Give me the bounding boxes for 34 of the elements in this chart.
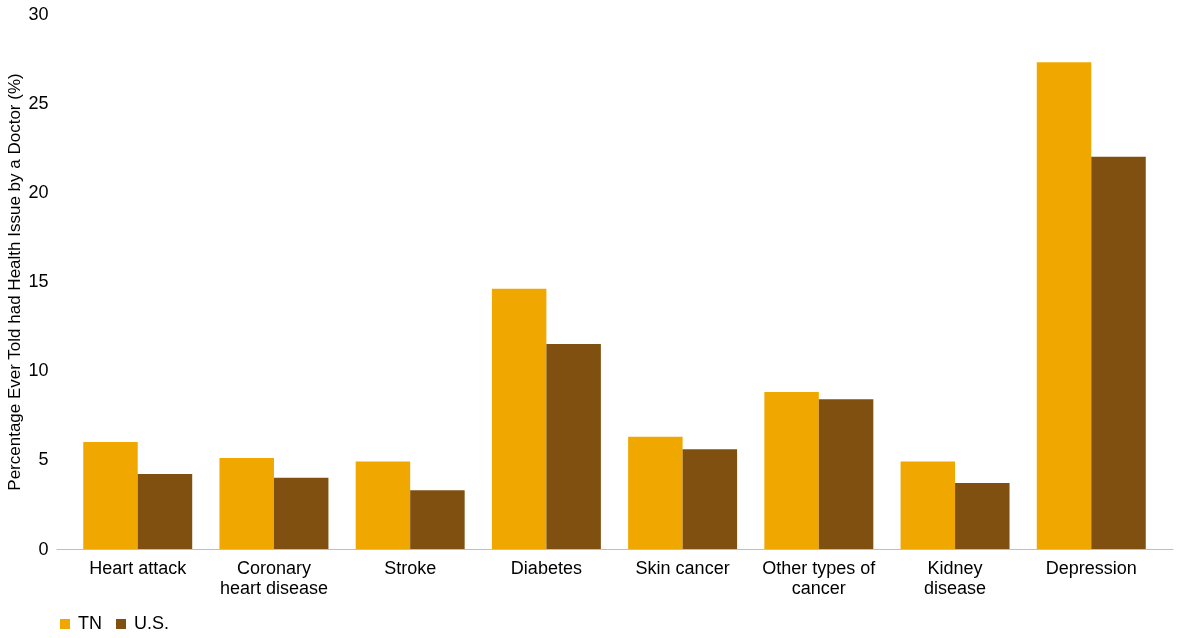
y-tick-label: 15 xyxy=(28,271,49,291)
bar xyxy=(955,483,1010,549)
y-tick-label: 25 xyxy=(28,92,49,113)
bar xyxy=(273,477,329,549)
x-tick-label: Skin cancer xyxy=(635,557,730,578)
x-tick-label: Other types of cancer xyxy=(762,557,877,598)
y-tick-label: 5 xyxy=(38,449,49,470)
bar xyxy=(682,449,738,549)
x-tick-label: Stroke xyxy=(384,557,437,578)
x-tick-label: Heart attack xyxy=(89,557,188,578)
bar xyxy=(219,458,274,549)
legend-label: U.S. xyxy=(134,613,170,633)
x-tick-label: Diabetes xyxy=(510,557,582,578)
bar xyxy=(137,474,193,549)
bar xyxy=(900,461,956,549)
bar xyxy=(1036,62,1092,549)
y-tick-label: 30 xyxy=(28,3,49,24)
bar xyxy=(764,392,819,549)
x-tick-label: Coronary heart disease xyxy=(219,557,328,598)
bar xyxy=(410,490,465,549)
legend-label: TN xyxy=(78,613,102,633)
y-tick-label: 0 xyxy=(38,538,49,559)
x-tick-label: Kidney disease xyxy=(924,557,987,598)
bar xyxy=(818,399,874,549)
y-tick-label: 20 xyxy=(28,181,49,202)
bar xyxy=(83,442,138,549)
bar xyxy=(355,461,411,549)
x-tick-label: Depression xyxy=(1045,557,1137,578)
y-tick-label: 10 xyxy=(28,360,49,381)
bar xyxy=(628,436,683,549)
bar xyxy=(491,288,547,549)
y-axis-title: Percentage Ever Told had Health Issue by a Doctor (%) xyxy=(5,73,25,491)
bar xyxy=(546,343,601,549)
bar xyxy=(1091,156,1146,549)
